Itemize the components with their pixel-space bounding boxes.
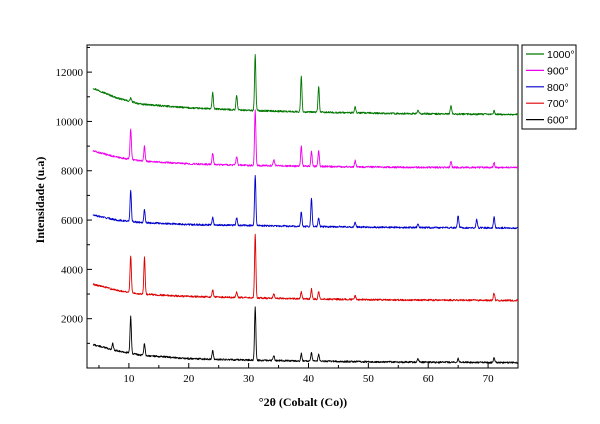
y-tick-label: 10000 xyxy=(56,116,84,128)
legend-label: 600° xyxy=(547,115,569,127)
legend-label: 800° xyxy=(547,82,569,94)
y-tick-label: 2000 xyxy=(61,314,84,326)
legend-label: 900° xyxy=(547,65,569,77)
y-tick-label: 12000 xyxy=(56,67,84,79)
plot-area-frame xyxy=(86,44,519,369)
x-tick-label: 10 xyxy=(123,373,135,385)
x-tick-label: 40 xyxy=(303,373,315,385)
x-tick-label: 50 xyxy=(363,373,375,385)
x-tick-label: 60 xyxy=(423,373,435,385)
series-line-800 xyxy=(92,174,519,230)
x-tick-label: 30 xyxy=(243,373,255,385)
y-tick-label: 4000 xyxy=(61,264,84,276)
x-axis-title: °2θ (Cobalt (Co)) xyxy=(259,395,347,409)
series-line-600 xyxy=(92,306,519,364)
y-axis-title: Intensidade (u.a) xyxy=(33,157,47,244)
y-tick-label: 8000 xyxy=(61,166,84,178)
series-line-700 xyxy=(92,233,519,302)
x-tick-label: 20 xyxy=(183,373,195,385)
legend: 1000° 900° 800° 700° 600° xyxy=(521,44,577,130)
series-line-1000 xyxy=(92,54,519,116)
y-tick-label: 6000 xyxy=(61,215,84,227)
x-tick-label: 70 xyxy=(483,373,495,385)
legend-label: 1000° xyxy=(547,49,575,61)
series-line-900 xyxy=(92,109,519,169)
legend-label: 700° xyxy=(547,98,569,110)
